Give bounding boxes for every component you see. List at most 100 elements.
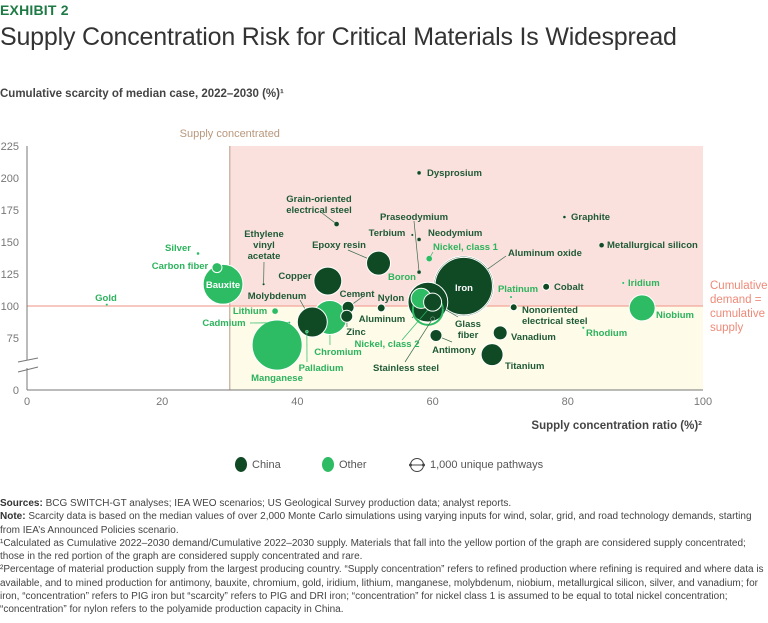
data-point-molybdenum xyxy=(296,306,328,338)
data-label: Platinum xyxy=(498,284,538,295)
leader-line xyxy=(413,220,420,273)
data-point-iridium xyxy=(621,281,625,285)
data-label: Cobalt xyxy=(554,282,584,293)
data-label: Niobium xyxy=(656,310,694,321)
note-text: Scarcity data is based on the median val… xyxy=(0,511,752,536)
data-label: Cement xyxy=(340,289,376,300)
data-label: Boron xyxy=(388,272,416,283)
data-point-stainless-steel xyxy=(430,316,435,321)
data-point-manganese xyxy=(251,319,303,371)
x-axis-title: Supply concentration ratio (%)² xyxy=(531,420,702,432)
axis-break-mark xyxy=(17,366,39,373)
sources-text: BCG SWITCH-GT analyses; IEA WEO scenario… xyxy=(45,498,512,509)
data-point-graphite xyxy=(562,215,567,219)
legend-label: 1,000 unique pathways xyxy=(430,459,544,471)
data-label-line: Grain-oriented xyxy=(286,194,352,205)
legend-item-size: 1,000 unique pathways xyxy=(409,457,543,473)
data-label: Bauxite xyxy=(206,280,240,291)
data-label: Grain-oriented electrical steel xyxy=(286,194,352,216)
data-label: Aluminum oxide xyxy=(508,248,582,259)
y-axis-title: Cumulative scarcity of median case, 2022… xyxy=(0,88,284,100)
y-tick-label: 225 xyxy=(1,141,19,153)
legend-label: China xyxy=(252,458,281,471)
y-tick-label: 200 xyxy=(1,173,19,185)
bubble-chart: Supply concentrated Cumulative demand = cum… xyxy=(1,128,768,408)
data-label: Antimony xyxy=(432,345,477,356)
data-label: Titanium xyxy=(505,361,544,372)
data-label: Terbium xyxy=(369,228,406,239)
data-point-carbon-fiber xyxy=(211,262,223,274)
data-label: Nickel, class 1 xyxy=(433,242,499,253)
x-tick-label: 60 xyxy=(426,396,438,408)
data-label-line: electrical steel xyxy=(522,316,588,327)
x-tick-label: 20 xyxy=(156,396,168,408)
data-point-titanium xyxy=(480,343,504,367)
data-label: Silver xyxy=(165,243,191,254)
y-tick-label: 0 xyxy=(13,385,19,397)
data-label: Palladium xyxy=(299,363,344,374)
data-label: Rhodium xyxy=(586,328,627,339)
data-label-line: electrical steel xyxy=(286,205,352,216)
data-label: Molybdenum xyxy=(248,291,307,302)
data-label: Graphite xyxy=(571,212,610,223)
legend-label: Other xyxy=(339,458,367,471)
data-label: Manganese xyxy=(251,373,303,384)
data-point-bauxite xyxy=(202,263,244,305)
data-label: Ethylene vinyl acetate xyxy=(244,229,284,262)
data-point-nylon xyxy=(376,303,386,313)
data-label: Dysprosium xyxy=(427,168,482,179)
leader-line xyxy=(321,212,337,225)
data-label: Lithium xyxy=(233,306,267,317)
data-label: Zinc xyxy=(346,327,366,338)
data-label: Praseodymium xyxy=(380,212,448,223)
data-label: Gold xyxy=(95,293,117,304)
data-point-copper xyxy=(313,266,343,296)
data-point-vanadium xyxy=(492,325,508,341)
data-label: Iridium xyxy=(628,278,660,289)
reference-line-label: supply xyxy=(710,322,743,334)
data-label-line: fiber xyxy=(458,330,479,341)
data-point-praseodymium xyxy=(416,269,422,275)
data-point-nonoriented-electrical-steel xyxy=(509,303,518,312)
data-label: Glass fiber xyxy=(455,319,481,341)
data-point-lithium xyxy=(271,307,279,315)
x-tick-label: 80 xyxy=(562,396,574,408)
data-point-niobium xyxy=(628,294,656,322)
page-title: Supply Concentration Risk for Critical M… xyxy=(0,23,677,51)
data-label: Nylon xyxy=(378,293,405,304)
y-tick-label: 175 xyxy=(1,205,19,217)
data-point-metallurgical-silicon xyxy=(598,242,605,248)
data-label: Nickel, class 2 xyxy=(355,339,420,350)
data-point-dysprosium xyxy=(416,170,422,176)
data-point-ethylene-vinyl-acetate xyxy=(262,282,265,286)
legend-item-other: Other xyxy=(322,457,367,472)
data-point-rhodium xyxy=(581,326,585,330)
data-point-platinum xyxy=(509,295,513,299)
leader-line xyxy=(404,318,433,363)
data-point-nickel-class-1 xyxy=(426,255,433,262)
data-point-terbium xyxy=(410,233,414,237)
data-point-cadmium xyxy=(287,321,291,324)
data-label: Copper xyxy=(278,271,312,282)
data-label: Chromium xyxy=(314,347,362,358)
y-tick-label: 75 xyxy=(7,333,19,345)
data-label: Neodymium xyxy=(428,228,482,239)
data-point-grain-oriented-electrical-steel xyxy=(333,221,340,227)
axis-break-mark xyxy=(17,357,39,363)
reference-line-label: cumulative xyxy=(710,308,765,320)
data-label: Epoxy resin xyxy=(312,240,366,251)
data-label-line: Nonoriented xyxy=(522,305,578,316)
x-tick-label: 0 xyxy=(24,396,30,408)
data-label-line: Ethylene xyxy=(244,229,284,240)
data-label-line: vinyl xyxy=(253,240,275,251)
y-tick-label: 125 xyxy=(1,269,19,281)
data-label: Metallurgical silicon xyxy=(607,240,698,251)
data-point-cobalt xyxy=(542,282,551,291)
data-point-neodymium xyxy=(416,237,422,242)
data-point-gold xyxy=(105,303,109,307)
reference-line-label: Cumulative xyxy=(710,280,768,292)
sources-label: Sources: xyxy=(0,498,43,509)
exhibit-label: EXHIBIT 2 xyxy=(0,2,69,18)
data-point-zinc xyxy=(340,309,354,323)
y-tick-label: 150 xyxy=(1,237,19,249)
